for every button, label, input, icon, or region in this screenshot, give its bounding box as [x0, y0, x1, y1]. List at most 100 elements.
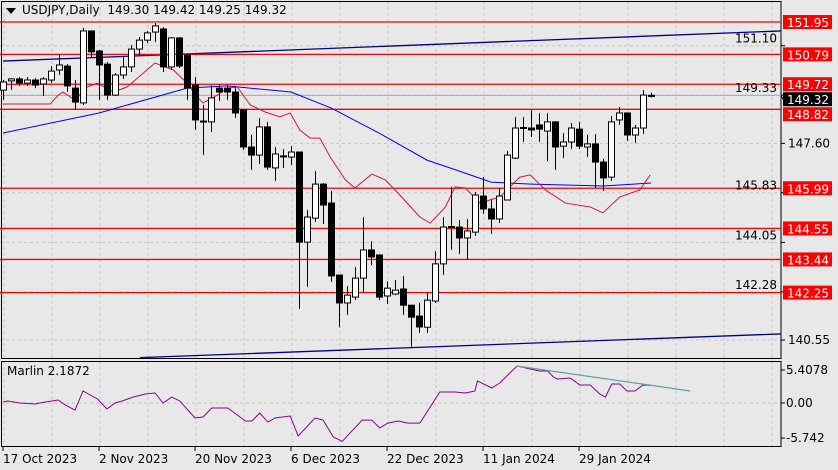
ohlc-values: 149.30 149.42 149.25 149.32	[107, 3, 287, 17]
trendline-lower	[139, 333, 782, 359]
price-axis-label: 142.28	[735, 278, 777, 292]
time-axis-label: 22 Dec 2023	[387, 452, 464, 466]
candle-bullish	[56, 64, 63, 71]
time-axis-label: 20 Nov 2023	[195, 452, 272, 466]
candle-bullish	[200, 120, 207, 123]
level-price-label: 144.55	[787, 222, 829, 236]
candle-bearish	[320, 183, 327, 206]
candle-bullish	[288, 151, 295, 158]
candle-bullish	[616, 112, 623, 121]
current-price-tag	[783, 92, 832, 107]
candle-bearish	[600, 161, 607, 179]
candle-bullish	[496, 195, 503, 220]
candle-bearish	[160, 28, 167, 68]
candle-bullish	[608, 121, 615, 178]
candle-bullish	[464, 230, 471, 239]
indicator-axis-label: 0.00	[786, 396, 813, 410]
price-axis-label: 147.60	[788, 136, 830, 150]
moving-average-fast	[3, 62, 651, 224]
level-price-label: 149.72	[787, 78, 829, 92]
level-price-label: 151.95	[787, 16, 829, 30]
candle-bearish	[192, 84, 199, 121]
candle-bullish	[272, 153, 279, 169]
candle-bearish	[232, 91, 239, 114]
price-axis-label: 149.33	[735, 81, 777, 95]
candle-bearish	[624, 112, 631, 136]
candle-bullish	[128, 48, 135, 68]
candle-bearish	[224, 87, 231, 93]
candle-bullish	[544, 121, 551, 132]
level-price-tag	[783, 221, 832, 236]
candle-bullish	[304, 216, 311, 243]
candle-bullish	[560, 141, 567, 147]
level-price-label: 150.79	[787, 48, 829, 62]
candle-bearish	[400, 288, 407, 306]
candle-bullish	[352, 277, 359, 298]
price-axis-label: 144.05	[735, 228, 777, 242]
time-axis-label: 17 Oct 2023	[3, 452, 77, 466]
candle-bullish	[384, 287, 391, 297]
candle-bullish	[256, 126, 263, 156]
candle-bullish	[344, 294, 351, 304]
trendline-upper	[2, 30, 782, 62]
candle-bearish	[16, 78, 23, 84]
candle-bearish	[528, 127, 535, 131]
candle-bullish	[136, 39, 143, 50]
candle-bullish	[80, 30, 87, 104]
candle-bullish	[8, 78, 15, 82]
candle-bullish	[568, 127, 575, 143]
current-price-label: 149.32	[787, 93, 829, 107]
candle-bullish	[144, 32, 151, 41]
candle-bearish	[576, 128, 583, 147]
candle-bearish	[72, 87, 79, 103]
time-axis-label: 11 Jan 2024	[483, 452, 555, 466]
candle-bullish	[440, 226, 447, 265]
candle-bearish	[104, 63, 111, 96]
candle-bullish	[424, 299, 431, 328]
level-price-tag	[783, 181, 832, 196]
candle-bullish	[24, 79, 31, 84]
candle-bearish	[368, 249, 375, 258]
candle-bearish	[456, 226, 463, 239]
main-chart-frame	[1, 1, 782, 359]
candle-bearish	[488, 208, 495, 220]
candle-bearish	[376, 254, 383, 298]
candle-bearish	[416, 315, 423, 328]
candle-bullish	[448, 226, 455, 229]
chart-title: USDJPY,Daily 149.30 149.42 149.25 149.32	[6, 3, 287, 17]
indicator-label: Marlin 2.1872	[7, 364, 90, 378]
candle-bearish	[408, 304, 415, 318]
marlin-oscillator-line	[2, 365, 652, 443]
level-price-tag	[783, 285, 832, 300]
candle-bearish	[32, 79, 39, 86]
candle-bullish	[152, 25, 159, 33]
price-axis-label: 151.10	[735, 32, 777, 46]
candle-bearish	[328, 202, 335, 277]
level-price-tag	[783, 47, 832, 62]
candle-bullish	[520, 126, 527, 129]
candle-bearish	[176, 37, 183, 67]
time-axis-label: 6 Dec 2023	[291, 452, 360, 466]
candle-bullish	[472, 194, 479, 233]
candle-bearish	[240, 109, 247, 148]
candle-bullish	[0, 81, 7, 91]
candle-bullish	[632, 127, 639, 136]
level-price-tag	[783, 107, 832, 122]
price-axis-label: 140.55	[788, 333, 830, 347]
candle-bullish	[648, 94, 655, 97]
level-price-label: 145.99	[787, 182, 829, 196]
level-price-tag	[783, 15, 832, 29]
indicator-axis-label: -5.742	[786, 431, 825, 445]
candle-bearish	[184, 54, 191, 89]
indicator-frame	[1, 361, 782, 447]
candle-bullish	[312, 183, 319, 219]
dropdown-triangle-icon[interactable]	[6, 7, 16, 14]
candle-bearish	[216, 87, 223, 93]
candle-bullish	[360, 249, 367, 279]
candle-bearish	[296, 151, 303, 243]
candle-bullish	[432, 263, 439, 302]
candle-bearish	[536, 124, 543, 130]
time-axis-label: 2 Nov 2023	[99, 452, 168, 466]
candle-bullish	[48, 70, 55, 81]
